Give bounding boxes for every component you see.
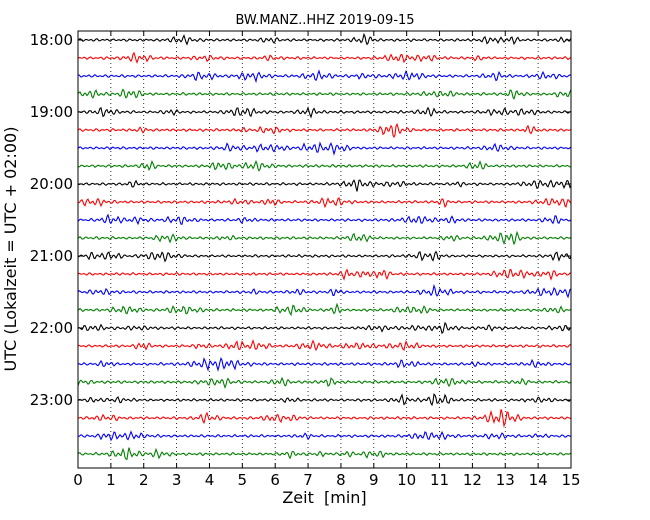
x-axis-label: Zeit [min] (282, 488, 366, 507)
trace-2315 (77, 409, 572, 428)
x-tick-label: 11 (430, 471, 449, 489)
trace-2145 (77, 302, 572, 317)
trace-2115 (77, 268, 572, 281)
trace-1930 (77, 141, 572, 156)
y-tick-label: 23:00 (30, 391, 73, 409)
trace-2030 (77, 213, 572, 226)
plot-frame (77, 30, 572, 469)
x-tick-label: 4 (205, 471, 215, 489)
x-tick-label: 10 (397, 471, 416, 489)
x-tick-label: 7 (303, 471, 313, 489)
trace-group (77, 32, 572, 460)
y-tick-label: 20:00 (30, 175, 73, 193)
trace-1945 (77, 159, 572, 172)
y-axis-label: UTC (Lokalzeit = UTC + 02:00) (1, 127, 20, 372)
x-tick-label: 9 (369, 471, 379, 489)
trace-2100 (77, 250, 572, 263)
x-tick-label: 13 (496, 471, 515, 489)
vertical-grid (110, 31, 539, 468)
trace-2245 (77, 376, 572, 390)
trace-2230 (77, 357, 572, 372)
trace-2000 (77, 179, 572, 192)
trace-1845 (77, 88, 572, 101)
trace-2215 (78, 338, 572, 352)
x-tick-label: 3 (172, 471, 182, 489)
y-tick-label: 19:00 (30, 103, 73, 121)
x-tick-label: 12 (463, 471, 482, 489)
trace-2330 (77, 430, 572, 442)
y-tick-label: 21:00 (30, 247, 73, 265)
trace-2015 (77, 196, 572, 209)
trace-1800 (77, 32, 572, 46)
chart-title: BW.MANZ..HHZ 2019-09-15 (235, 13, 414, 28)
x-tick-label: 15 (561, 471, 580, 489)
x-tick-label: 5 (238, 471, 248, 489)
trace-1815 (77, 51, 572, 64)
trace-2130 (77, 283, 572, 299)
trace-2200 (77, 321, 572, 335)
x-tick-label: 6 (270, 471, 280, 489)
trace-1830 (77, 69, 572, 84)
x-tick-label: 14 (529, 471, 548, 489)
trace-2345 (77, 447, 572, 460)
x-tick-label: 2 (139, 471, 149, 489)
y-axis: 18:00 19:00 20:00 21:00 22:00 23:00 (30, 31, 571, 409)
x-tick-label: 8 (336, 471, 346, 489)
trace-2300 (77, 393, 572, 407)
y-tick-label: 22:00 (30, 319, 73, 337)
trace-2045 (77, 230, 572, 246)
trace-1900 (77, 106, 572, 119)
x-tick-label: 0 (73, 471, 83, 489)
trace-1915 (77, 122, 572, 139)
x-axis: 0 1 2 3 4 5 6 7 8 9 10 11 12 13 14 15 (73, 31, 581, 489)
x-tick-label: 1 (106, 471, 116, 489)
y-tick-label: 18:00 (30, 31, 73, 49)
